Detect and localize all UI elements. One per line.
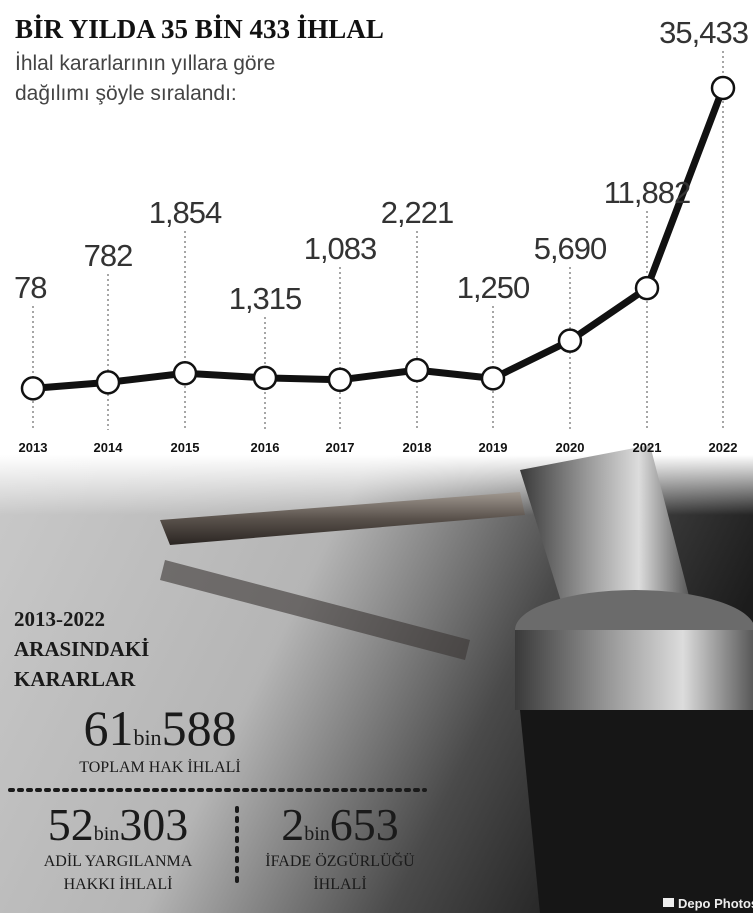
value-label: 2,221: [381, 195, 454, 230]
summary-heading: 2013-2022: [14, 607, 105, 631]
unit: bin: [133, 725, 161, 750]
plot: 78 2013 782 2014 1,854 2015 1,315 2016 1,083 2017…: [14, 15, 748, 455]
x-tick-label: 2015: [171, 440, 200, 455]
number: 303: [119, 799, 188, 850]
x-tick-label: 2019: [479, 440, 508, 455]
data-point: [22, 377, 44, 399]
data-point: [174, 362, 196, 384]
item-label: İHLALİ: [313, 875, 366, 893]
chart-subtitle: dağılımı şöyle sıralandı:: [15, 82, 237, 105]
total-label: TOPLAM HAK İHLALİ: [79, 758, 240, 776]
unit: bin: [304, 823, 330, 845]
photo-credit: Depo Photos: [678, 896, 753, 911]
gavel-block-side: [515, 630, 753, 710]
infographic: BİR YILDA 35 BİN 433 İHLAL İhlal kararla…: [0, 0, 753, 913]
x-tick-label: 2018: [403, 440, 432, 455]
value-label: 35,433: [659, 15, 748, 50]
data-point: [636, 277, 658, 299]
value-label: 1,854: [149, 195, 222, 230]
item-label: HAKKI İHLALİ: [64, 875, 173, 893]
item-number: 2bin653: [281, 799, 399, 850]
data-point: [329, 369, 351, 391]
x-tick-label: 2013: [19, 440, 48, 455]
data-point: [482, 367, 504, 389]
number: 61: [83, 700, 133, 756]
summary-heading: ARASINDAKİ: [14, 637, 149, 661]
value-label: 1,250: [457, 270, 530, 305]
value-label: 1,083: [304, 231, 377, 266]
chart-subtitle: İhlal kararlarının yıllara göre: [15, 52, 275, 75]
data-line: [33, 88, 723, 388]
x-tick-label: 2020: [556, 440, 585, 455]
value-label: 782: [84, 238, 133, 273]
item-label: ADİL YARGILANMA: [44, 852, 193, 870]
unit: bin: [94, 823, 120, 845]
data-point: [406, 359, 428, 381]
number: 2: [281, 799, 304, 850]
value-label: 1,315: [229, 281, 302, 316]
data-point: [712, 77, 734, 99]
page: {"chart_data": {"type": "line", "title":…: [0, 0, 753, 913]
item-label: İFADE ÖZGÜRLÜĞÜ: [265, 851, 415, 870]
number: 653: [330, 799, 399, 850]
value-label: 11,882: [604, 175, 691, 210]
data-point: [559, 330, 581, 352]
value-label: 78: [14, 270, 46, 305]
x-tick-label: 2022: [709, 440, 738, 455]
value-label: 5,690: [534, 231, 607, 266]
number: 52: [48, 799, 94, 850]
x-tick-label: 2014: [94, 440, 124, 455]
x-tick-label: 2017: [326, 440, 355, 455]
chart-title: BİR YILDA 35 BİN 433 İHLAL: [15, 14, 384, 44]
gavel-block-reflection: [520, 710, 753, 913]
data-point: [97, 371, 119, 393]
camera-icon: [663, 898, 674, 907]
summary-heading: KARARLAR: [14, 667, 136, 691]
data-point: [254, 367, 276, 389]
x-tick-label: 2021: [633, 440, 662, 455]
x-tick-label: 2016: [251, 440, 280, 455]
number: 588: [162, 700, 237, 756]
